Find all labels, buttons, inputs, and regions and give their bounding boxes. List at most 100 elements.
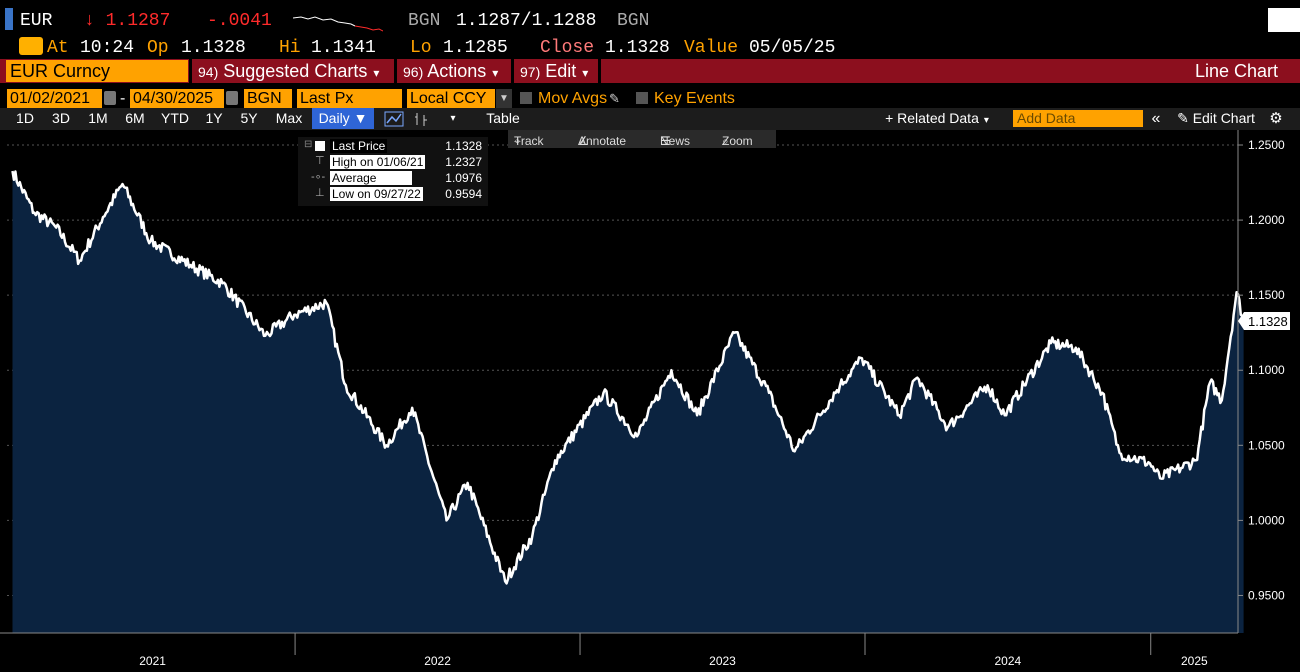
- x-tick-label: 2023: [709, 654, 736, 668]
- y-tick-label: 1.0500: [1248, 438, 1285, 452]
- at-label: At: [47, 38, 69, 58]
- suggested-charts-menu[interactable]: 94) Suggested Charts ▾: [192, 59, 394, 83]
- pencil-icon[interactable]: ✎: [609, 91, 620, 106]
- legend-row-last[interactable]: ⊟ Last Price 1.1328: [298, 138, 488, 154]
- table-button[interactable]: Table: [486, 110, 520, 126]
- low-label: Lo: [410, 38, 432, 58]
- chevron-down-icon[interactable]: ▼: [496, 89, 512, 108]
- mov-avgs-label[interactable]: Mov Avgs: [538, 90, 608, 107]
- mov-avgs-checkbox[interactable]: [520, 92, 532, 104]
- frequency-dropdown[interactable]: Daily ▼: [312, 108, 374, 129]
- x-tick-label: 2024: [995, 654, 1022, 668]
- price-chart[interactable]: 1.2500 1.2000 1.1500 1.1000 1.0500 1.0000 0.95…: [0, 130, 1300, 672]
- news-label: News: [660, 134, 691, 148]
- period-max[interactable]: Max: [275, 110, 303, 126]
- chevron-down-icon[interactable]: ▾: [450, 113, 456, 124]
- value-label: Value: [684, 38, 739, 58]
- edit-menu[interactable]: 97) Edit ▾: [514, 59, 598, 83]
- chevron-down-icon: ▾: [983, 115, 989, 126]
- legend-row-low[interactable]: ⊥ Low on 09/27/22 0.9594: [298, 186, 488, 202]
- security-field[interactable]: EUR Curncy: [6, 60, 188, 82]
- news-icon: ☰: [660, 134, 671, 148]
- y-tick-label: 1.0000: [1248, 513, 1285, 527]
- related-data-label: + Related Data: [885, 110, 979, 126]
- collapse-icon[interactable]: «: [1151, 110, 1161, 127]
- menu-bar: EUR Curncy 94) Suggested Charts ▾ 96) Act…: [0, 59, 1300, 83]
- bar-chart-icon[interactable]: [410, 108, 432, 129]
- menu-separator: [598, 59, 601, 83]
- chart-toolbar: 1D 3D 1M 6M YTD 1Y 5Y Max Daily ▼ ▾ Tabl…: [0, 108, 1300, 130]
- add-data-input[interactable]: Add Data: [1013, 110, 1143, 127]
- x-axis: 2021 2022 2023 2024 2025: [0, 632, 1238, 668]
- crosshair-icon: ⌖: [514, 134, 521, 148]
- gear-icon[interactable]: ⚙: [1269, 110, 1283, 127]
- source-right: BGN: [617, 11, 650, 31]
- price-area: [12, 171, 1244, 633]
- currency-field[interactable]: Local CCY: [407, 89, 495, 108]
- price-line: [11, 170, 1245, 585]
- last-price: ↓ 1.1287: [84, 11, 171, 31]
- period-1d[interactable]: 1D: [16, 110, 34, 126]
- key-events-label[interactable]: Key Events: [654, 90, 735, 107]
- suggested-label: Suggested Charts: [223, 61, 368, 81]
- chart-type-title: Line Chart: [1194, 61, 1278, 81]
- legend-swatch: [315, 141, 325, 151]
- legend-label: Average: [330, 171, 412, 185]
- legend-value: 1.0976: [445, 171, 482, 185]
- source-left: BGN: [408, 11, 441, 31]
- quote-header: EUR ↓ 1.1287 -.0041 BGN 1.1287/1.1288 BG…: [0, 8, 1300, 34]
- y-tick-label: 1.2000: [1248, 213, 1285, 227]
- x-tick-label: 2021: [139, 654, 166, 668]
- chart-settings: 01/02/2021 - 04/30/2025 BGN Last Px Loca…: [0, 88, 1300, 109]
- period-5y[interactable]: 5Y: [240, 110, 258, 126]
- zoom-label: Zoom: [722, 134, 753, 148]
- actions-menu[interactable]: 96) Actions ▾: [397, 59, 511, 83]
- period-ytd[interactable]: YTD: [161, 110, 189, 126]
- chevron-down-icon: ▾: [373, 66, 380, 80]
- x-tick-label: 2025: [1181, 654, 1208, 668]
- magnifier-icon: ⌕: [722, 134, 729, 148]
- high-marker-icon: ⊤: [315, 155, 325, 167]
- y-tick-label: 1.1000: [1248, 363, 1285, 377]
- period-3d[interactable]: 3D: [52, 110, 70, 126]
- key-events-checkbox[interactable]: [636, 92, 648, 104]
- legend-value: 0.9594: [445, 187, 482, 201]
- period-1y[interactable]: 1Y: [205, 110, 223, 126]
- period-1m[interactable]: 1M: [88, 110, 108, 126]
- related-data-dropdown[interactable]: + Related Data ▾: [874, 108, 1000, 129]
- legend-value: 1.2327: [445, 155, 482, 169]
- calendar-icon[interactable]: [226, 91, 238, 105]
- last-price-marker: 1.1328: [1238, 311, 1290, 330]
- end-date-field[interactable]: 04/30/2025: [130, 89, 224, 108]
- price-field[interactable]: Last Px: [297, 89, 402, 108]
- open-value: 1.1328: [181, 38, 246, 58]
- start-date-field[interactable]: 01/02/2021: [7, 89, 102, 108]
- y-tick-label: 0.9500: [1248, 588, 1285, 602]
- period-6m[interactable]: 6M: [125, 110, 145, 126]
- high-label: Hi: [279, 38, 301, 58]
- at-time: 10:24: [80, 38, 135, 58]
- clock-icon: [19, 37, 43, 55]
- chevron-down-icon: ▾: [582, 66, 589, 80]
- open-label: Op: [147, 38, 169, 58]
- ticker[interactable]: EUR: [20, 11, 53, 31]
- price-change: -.0041: [207, 11, 272, 31]
- source-field[interactable]: BGN: [244, 89, 292, 108]
- menu-separator: [511, 59, 514, 83]
- collapse-icon[interactable]: ⊟: [304, 139, 313, 150]
- edit-number: 97): [520, 64, 541, 80]
- edit-chart-button[interactable]: ✎ Edit Chart: [1170, 108, 1262, 129]
- calendar-icon[interactable]: [104, 91, 116, 105]
- legend-row-average[interactable]: -∘- Average 1.0976: [298, 170, 488, 186]
- legend-label: Low on 09/27/22: [330, 187, 423, 201]
- security-marker: [5, 8, 13, 30]
- chart-legend: ⊟ Last Price 1.1328 ⊤ High on 01/06/21 1…: [298, 137, 488, 206]
- line-chart-icon[interactable]: [380, 108, 408, 129]
- legend-label: High on 01/06/21: [330, 155, 426, 169]
- chevron-down-icon: ▾: [492, 66, 499, 80]
- menu-separator: [189, 59, 192, 83]
- quote-details: At 10:24 Op 1.1328 Hi 1.1341 Lo 1.1285 C…: [0, 36, 1300, 58]
- window-corner-box: [1268, 8, 1300, 32]
- annotate-label: Annotate: [578, 134, 627, 148]
- legend-row-high[interactable]: ⊤ High on 01/06/21 1.2327: [298, 154, 488, 170]
